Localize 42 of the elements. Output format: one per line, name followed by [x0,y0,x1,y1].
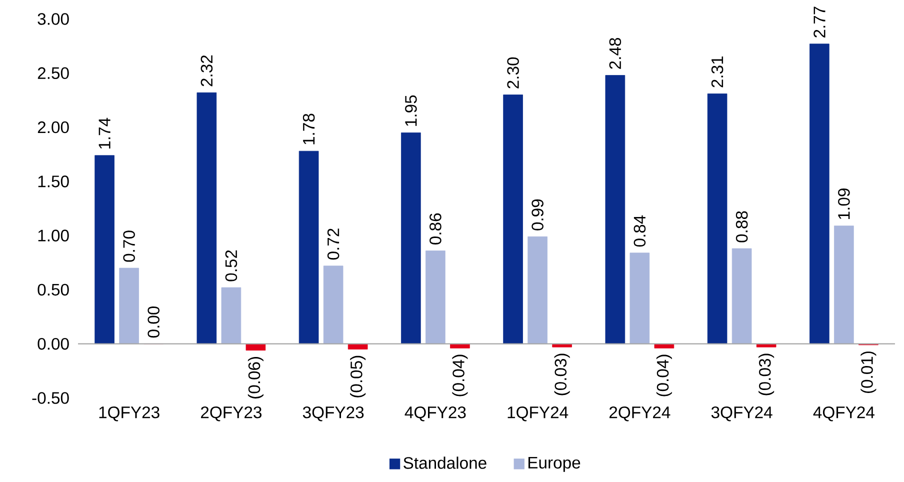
data-label: 0.70 [123,230,135,262]
data-label: (0.03) [554,354,570,396]
data-label: (0.01) [860,352,876,394]
data-label: 2.30 [507,57,519,88]
data-label: (0.04) [452,354,468,396]
data-label: (0.04) [656,354,672,396]
x-tick-label: 1QFY24 [508,406,568,422]
x-tick-label: 3QFY24 [711,406,772,422]
data-label: 1.74 [98,118,110,149]
data-label: 2.31 [711,56,724,88]
y-tick-label: 2.00 [38,121,69,134]
data-label: 2.48 [609,38,622,69]
legend-label: Standalone [404,456,486,469]
data-label: 0.00 [148,306,160,338]
data-label: (0.05) [350,356,366,398]
y-tick-label: 2.50 [38,67,69,80]
y-tick-label: 0.00 [38,338,69,350]
data-label: 0.52 [225,250,238,282]
x-tick-label: 2QFY23 [200,406,262,422]
data-label: 1.78 [302,114,315,144]
y-tick-label: 0.50 [38,284,69,296]
data-label: 1.09 [838,188,850,219]
data-label: (0.03) [758,354,774,396]
data-label: 2.32 [200,55,213,86]
data-label: 0.99 [532,199,544,230]
data-label: 0.86 [430,213,442,244]
y-tick-label: 1.00 [38,230,69,242]
data-label: 0.84 [634,215,646,247]
x-tick-label: 2QFY24 [609,406,670,422]
x-tick-label: 1QFY23 [99,406,160,422]
data-label: 0.88 [736,211,748,242]
x-tick-label: 3QFY23 [302,406,364,422]
data-label: 0.72 [327,228,340,260]
y-tick-label: -0.50 [32,392,69,404]
y-tick-label: 3.00 [38,13,69,25]
data-label: 1.95 [405,95,417,126]
y-tick-label: 1.50 [38,176,69,188]
x-tick-label: 4QFY24 [813,406,874,422]
data-label: (0.06) [248,356,264,398]
x-tick-label: 4QFY23 [404,406,466,422]
data-label: 2.77 [814,6,826,38]
legend-label: Europe [528,456,580,472]
